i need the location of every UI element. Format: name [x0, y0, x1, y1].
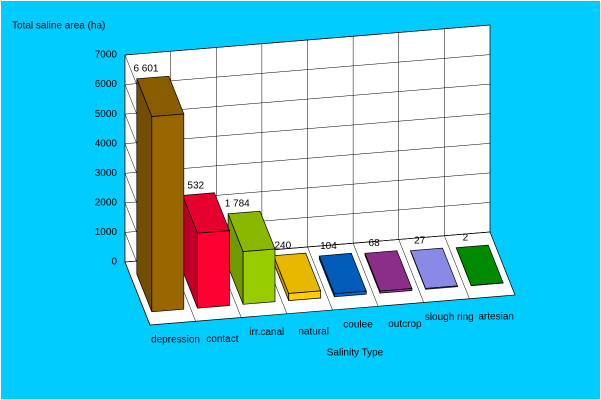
x-tick-label: coulee	[343, 320, 373, 331]
grid-line	[124, 231, 491, 326]
data-label: 2	[463, 233, 469, 244]
floor-grid-line	[398, 239, 424, 303]
data-label: 27	[414, 236, 426, 247]
bar-front-face	[242, 248, 276, 305]
bar-front-face	[425, 285, 458, 290]
data-label: 68	[369, 238, 381, 249]
y-tick-label: 5000	[95, 109, 118, 120]
bar-left-face	[136, 78, 153, 312]
bar-front-face	[151, 113, 185, 313]
floor-grid-line	[444, 235, 470, 299]
bar	[410, 247, 458, 290]
bar-front-face	[379, 288, 413, 294]
y-tick-label: 1000	[95, 227, 118, 238]
bar	[318, 252, 367, 298]
bar	[273, 252, 322, 301]
bar	[136, 75, 185, 313]
bar	[455, 244, 504, 286]
x-tick-label: depression	[151, 335, 200, 346]
data-label: 1 784	[225, 199, 250, 210]
data-label: 6 601	[133, 64, 158, 75]
data-label: 2 532	[179, 180, 204, 191]
bar	[364, 250, 413, 294]
y-tick-label: 3000	[95, 168, 118, 179]
data-label: 104	[320, 241, 337, 252]
x-tick-label: outcrop	[388, 319, 422, 330]
floor-grid-line	[307, 246, 333, 311]
bar	[227, 210, 276, 305]
y-tick-label: 7000	[95, 50, 118, 61]
floor-grid-line	[352, 243, 379, 307]
y-tick-label: 4000	[95, 138, 118, 149]
bar-front-face	[288, 290, 322, 301]
x-tick-label: irr.canal	[249, 327, 284, 338]
y-tick-label: 6000	[95, 79, 118, 90]
x-axis-title: Salinity Type	[327, 348, 384, 359]
x-tick-label: slough ring	[425, 312, 474, 323]
bar-front-face	[470, 282, 504, 286]
y-tick-label: 0	[111, 257, 117, 268]
x-tick-label: natural	[298, 326, 329, 337]
x-tick-label: contact	[206, 334, 238, 345]
bar-front-face	[333, 290, 367, 298]
bar-front-face	[197, 230, 230, 309]
y-tick-label: 2000	[95, 197, 118, 208]
data-label: 240	[275, 241, 292, 252]
y-axis-title: Total saline area (ha)	[12, 21, 105, 32]
bar	[182, 192, 230, 309]
x-tick-label: artesian	[478, 311, 514, 322]
